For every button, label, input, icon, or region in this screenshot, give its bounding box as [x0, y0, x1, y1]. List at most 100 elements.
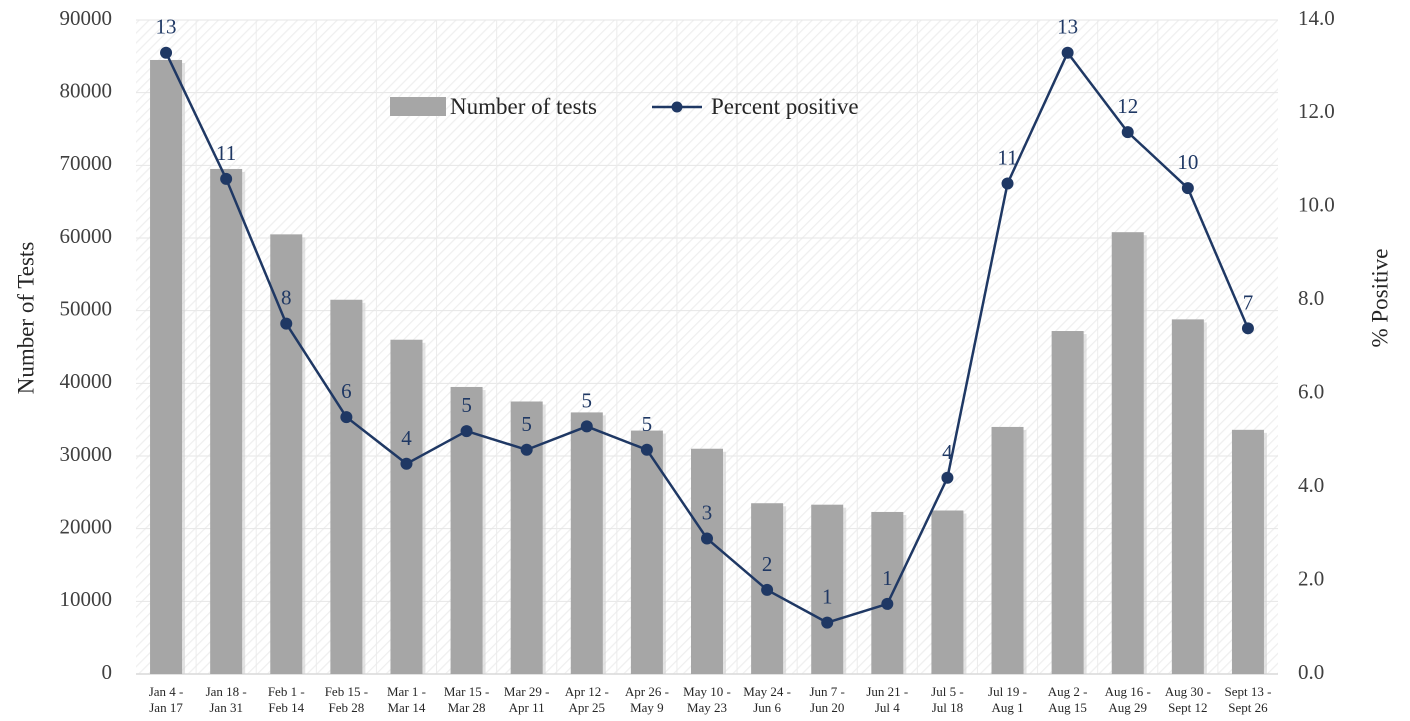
data-label: 5 [461, 393, 472, 417]
bar [931, 510, 964, 674]
bar [390, 339, 423, 674]
data-label: 5 [582, 388, 593, 412]
data-label: 13 [156, 15, 177, 39]
bar [871, 511, 904, 674]
x-tick-label: Jun 7 -Jun 20 [810, 684, 845, 715]
x-tick-label-line: Jun 7 - [810, 684, 845, 699]
series-point [580, 420, 593, 433]
x-tick-label-line: Apr 25 [569, 700, 605, 715]
series-point [761, 583, 774, 596]
x-tick-label-line: May 24 - [743, 684, 791, 699]
x-tick-label-line: Mar 14 [388, 700, 426, 715]
data-label: 3 [702, 501, 713, 525]
x-axis: Jan 4 -Jan 17 Jan 18 -Jan 31 Feb 1 -Feb 14… [149, 684, 1272, 715]
data-label: 12 [1117, 94, 1138, 118]
bar [330, 299, 363, 674]
x-tick-label: Feb 1 -Feb 14 [268, 684, 305, 715]
x-tick-label-line: Apr 26 - [625, 684, 669, 699]
x-tick-label-line: Mar 1 - [387, 684, 426, 699]
y2-tick-label: 14.0 [1298, 6, 1335, 30]
bar [150, 59, 183, 674]
y2-tick-label: 6.0 [1298, 380, 1324, 404]
x-tick-label-line: Sept 12 [1168, 700, 1207, 715]
x-tick-label-line: Jan 18 - [206, 684, 247, 699]
series-point [881, 597, 894, 610]
bar [1171, 319, 1204, 674]
bar [510, 401, 543, 674]
x-tick-label-line: Feb 14 [268, 700, 304, 715]
x-tick-label-line: Aug 29 [1108, 700, 1147, 715]
x-tick-label-line: Jul 18 [932, 700, 963, 715]
x-tick-label-line: Aug 1 [991, 700, 1023, 715]
series-point [280, 317, 293, 330]
y-tick-label: 20000 [60, 514, 113, 538]
data-label: 1 [882, 566, 893, 590]
bar [691, 448, 723, 674]
x-tick-label-line: Jul 5 - [931, 684, 964, 699]
x-tick-label: Apr 12 -Apr 25 [565, 684, 609, 715]
series-point [1121, 126, 1134, 139]
series-point [640, 443, 653, 456]
x-tick-label: Aug 16 -Aug 29 [1105, 684, 1151, 715]
line-series [160, 46, 1254, 629]
bar-series [150, 59, 1267, 675]
bar [991, 426, 1024, 674]
data-label: 2 [762, 552, 773, 576]
x-tick-label: Jul 19 -Aug 1 [988, 684, 1027, 715]
data-label: 13 [1057, 15, 1078, 39]
x-tick-label: Aug 2 -Aug 15 [1048, 684, 1088, 715]
x-tick-label-line: May 9 [630, 700, 664, 715]
x-tick-label-line: Aug 16 - [1105, 684, 1151, 699]
x-tick-label-line: Jul 19 - [988, 684, 1027, 699]
bar [630, 430, 663, 674]
bar [270, 234, 303, 674]
y-tick-label: 0 [102, 660, 113, 684]
x-tick-label: Jan 18 -Jan 31 [206, 684, 247, 715]
x-tick-label-line: Jul 4 [875, 700, 900, 715]
x-tick-label-line: May 10 - [683, 684, 731, 699]
bar [570, 412, 603, 674]
x-tick-label-line: Mar 15 - [444, 684, 490, 699]
series-point [1001, 177, 1014, 190]
x-tick-label-line: Mar 28 [448, 700, 486, 715]
data-label: 10 [1177, 150, 1198, 174]
x-tick-label-line: Sept 13 - [1224, 684, 1271, 699]
series-point [340, 411, 353, 424]
x-tick-label: Jul 5 -Jul 18 [931, 684, 964, 715]
x-tick-label-line: Aug 30 - [1165, 684, 1211, 699]
y-tick-label: 40000 [60, 369, 113, 393]
y-axis-right: 0.0 2.0 4.0 6.0 8.0 10.0 12.0 14.0 [1298, 6, 1335, 684]
x-tick-label-line: Jun 20 [810, 700, 844, 715]
x-tick-label: Mar 15 -Mar 28 [444, 684, 490, 715]
series-point [400, 457, 413, 470]
legend-label-bar: Number of tests [450, 94, 597, 119]
y2-tick-label: 8.0 [1298, 286, 1324, 310]
series-point [821, 616, 834, 629]
y-axis-title-right: % Positive [1367, 248, 1392, 347]
data-label: 7 [1243, 290, 1254, 314]
series-point [160, 46, 173, 59]
series-point [701, 532, 713, 545]
legend-swatch-bar [390, 97, 446, 116]
data-label: 5 [521, 412, 532, 436]
x-tick-label-line: Sept 26 [1228, 700, 1268, 715]
x-tick-label-line: Mar 29 - [504, 684, 550, 699]
series-point [520, 443, 533, 456]
legend: Number of tests Percent positive [390, 94, 859, 119]
data-label: 5 [642, 412, 653, 436]
bar [1051, 331, 1084, 674]
bar [1111, 232, 1144, 675]
bar [1231, 429, 1264, 674]
x-tick-label-line: Jan 17 [149, 700, 183, 715]
bar [811, 504, 844, 674]
y-tick-label: 50000 [60, 296, 113, 320]
series-point [460, 425, 473, 438]
y-tick-label: 30000 [60, 442, 113, 466]
x-tick-label-line: Jan 31 [209, 700, 243, 715]
x-tick-label: May 24 -Jun 6 [743, 684, 791, 715]
x-tick-label: Apr 26 -May 9 [625, 684, 669, 715]
x-tick-label-line: Apr 11 [509, 700, 545, 715]
x-tick-label: Jun 21 -Jul 4 [866, 684, 908, 715]
